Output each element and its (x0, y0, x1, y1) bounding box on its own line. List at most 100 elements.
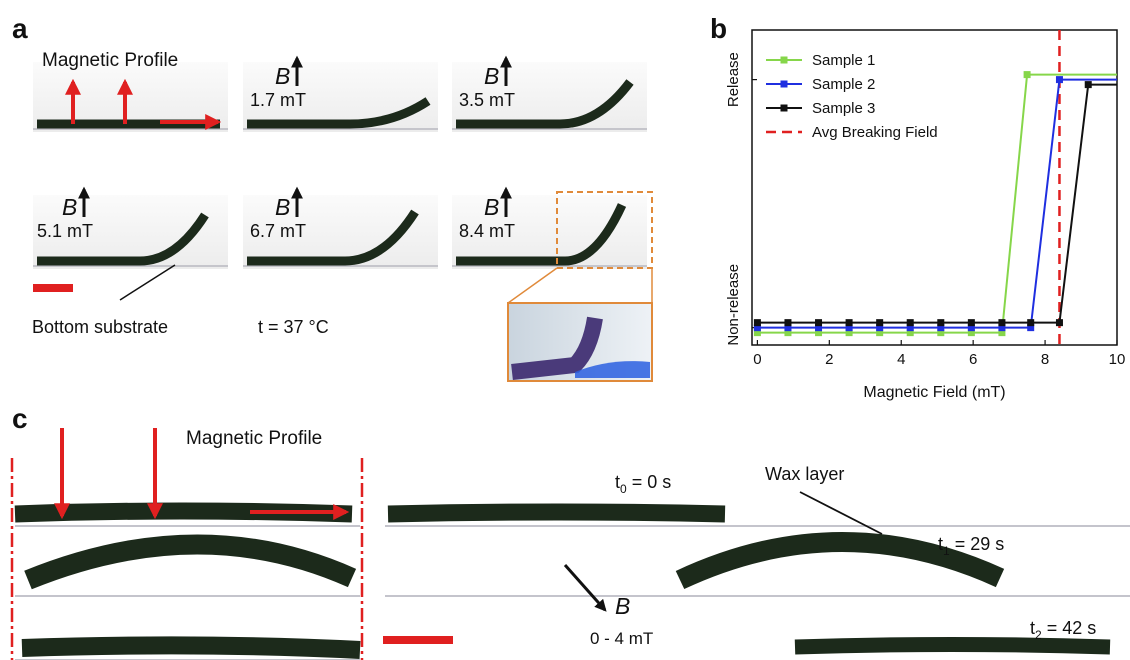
time-base: t (938, 534, 943, 554)
x-tick-label: 10 (1109, 351, 1126, 368)
legend-label: Sample 2 (812, 76, 875, 93)
robot-strip (24, 534, 357, 590)
series-marker (998, 319, 1006, 327)
profile-label: Magnetic Profile (42, 50, 178, 71)
series-marker (906, 319, 914, 327)
leader-line (119, 264, 176, 301)
robot-strip (37, 212, 209, 266)
robot-strip (247, 209, 419, 266)
series-marker (967, 329, 975, 337)
series-marker (815, 329, 823, 337)
field-arrow (563, 564, 607, 612)
field-value: 5.1 mT (37, 221, 93, 241)
x-tick-label: 2 (825, 351, 833, 368)
zoom-line (507, 267, 558, 304)
series-marker (876, 324, 884, 332)
series-marker (1084, 81, 1092, 89)
series-marker (815, 324, 823, 332)
time-rest: = 42 s (1042, 618, 1097, 638)
series-line (757, 74, 1029, 334)
robot-strip (794, 637, 1111, 655)
series-marker (1027, 319, 1035, 327)
series-marker (753, 329, 761, 337)
field-symbol: B (615, 593, 630, 619)
robot-strip (21, 636, 361, 659)
series-marker (1055, 76, 1063, 84)
panel-label: a (12, 13, 28, 44)
field-value: 6.7 mT (250, 221, 306, 241)
robot-strip (456, 203, 627, 266)
series-marker (1023, 71, 1031, 79)
series-marker (937, 324, 945, 332)
time-sub: 0 (620, 482, 627, 496)
series-marker (753, 324, 761, 332)
series-marker (815, 319, 823, 327)
time-label: t1 = 29 s (938, 534, 1004, 558)
time-label: t0 = 0 s (615, 472, 671, 496)
series-marker (845, 329, 853, 337)
temperature-label: t = 37 °C (258, 317, 329, 337)
time-rest: = 29 s (950, 534, 1005, 554)
series-marker (876, 329, 884, 337)
time-base: t (615, 472, 620, 492)
x-axis-label: Magnetic Field (mT) (863, 384, 1005, 401)
field-symbol: B (484, 194, 499, 220)
robot-strip (675, 532, 1005, 590)
x-tick-label: 6 (969, 351, 977, 368)
robot-strip (387, 503, 726, 523)
x-tick-label: 8 (1041, 351, 1049, 368)
series-marker (784, 324, 792, 332)
series-marker (906, 324, 914, 332)
series-marker (998, 329, 1006, 337)
y-tick-label: Release (725, 52, 742, 107)
series-marker (1055, 319, 1063, 327)
series-marker (937, 329, 945, 337)
series-line (757, 84, 1090, 324)
wax-label: Wax layer (765, 464, 844, 484)
series-marker (845, 319, 853, 327)
profile-label: Magnetic Profile (186, 428, 322, 449)
field-symbol: B (484, 63, 499, 89)
legend-marker (780, 56, 788, 64)
x-tick-label: 4 (897, 351, 905, 368)
leader-line (799, 491, 883, 535)
inset-strip (511, 316, 603, 380)
series-marker (784, 329, 792, 337)
series-marker (784, 319, 792, 327)
series-marker (967, 319, 975, 327)
series-marker (967, 324, 975, 332)
legend-label: Sample 1 (812, 52, 875, 69)
y-tick-label: Non-release (725, 264, 742, 346)
legend-marker (780, 80, 788, 88)
legend-marker (780, 104, 788, 112)
field-value: 3.5 mT (459, 90, 515, 110)
field-range: 0 - 4 mT (590, 629, 653, 648)
field-symbol: B (275, 63, 290, 89)
series-marker (753, 319, 761, 327)
field-value: 1.7 mT (250, 90, 306, 110)
series-marker (845, 324, 853, 332)
x-tick-label: 0 (753, 351, 761, 368)
robot-strip (247, 97, 431, 129)
field-symbol: B (275, 194, 290, 220)
field-value: 8.4 mT (459, 221, 515, 241)
time-sub: 2 (1035, 628, 1042, 642)
series-marker (1027, 324, 1035, 332)
time-sub: 1 (943, 544, 950, 558)
panel-label: b (710, 13, 727, 44)
series-marker (906, 329, 914, 337)
time-base: t (1030, 618, 1035, 638)
legend-label: Avg Breaking Field (812, 124, 938, 141)
time-rest: = 0 s (627, 472, 672, 492)
time-label: t2 = 42 s (1030, 618, 1096, 642)
zoom-box (556, 191, 653, 269)
inset-dye (575, 361, 650, 378)
panel-label: c (12, 403, 28, 434)
series-marker (876, 319, 884, 327)
series-marker (998, 324, 1006, 332)
legend-label: Sample 3 (812, 100, 875, 117)
scale-bar (33, 284, 73, 292)
substrate-label: Bottom substrate (32, 317, 168, 337)
plot-frame (751, 29, 1118, 346)
